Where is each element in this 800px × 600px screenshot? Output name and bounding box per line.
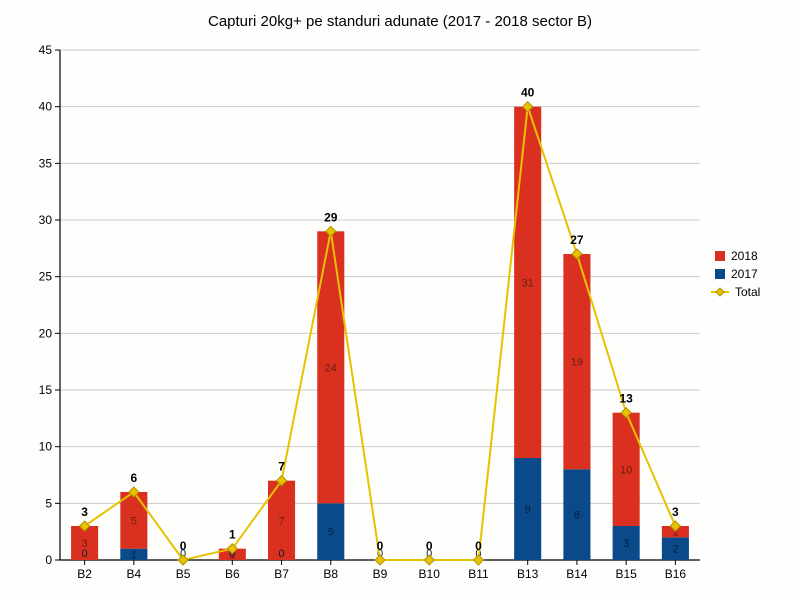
bar-2017-value: 3 [623,538,629,550]
y-tick-label: 20 [39,326,53,340]
total-label: 7 [278,460,285,474]
x-tick-label: B5 [176,567,191,581]
chart-svg: Capturi 20kg+ pe standuri adunate (2017 … [0,0,800,600]
x-tick-label: B8 [323,567,338,581]
x-tick-label: B6 [225,567,240,581]
bar-2018-value: 10 [620,464,632,476]
x-tick-label: B13 [517,567,539,581]
bar-2017-value: 8 [574,510,580,522]
legend-swatch [715,251,725,261]
x-tick-label: B11 [468,567,489,581]
y-tick-label: 45 [39,43,53,57]
total-label: 0 [377,539,384,553]
bar-2017-value: 1 [131,549,137,561]
x-tick-label: B14 [566,567,588,581]
x-tick-label: B9 [373,567,388,581]
bar-2017-value: 0 [278,548,284,560]
bar-2018-value: 3 [82,538,88,550]
bar-2018-value: 19 [571,357,583,369]
x-tick-label: B7 [274,567,289,581]
total-label: 1 [229,528,236,542]
y-tick-label: 15 [39,383,53,397]
x-tick-label: B15 [615,567,637,581]
y-tick-label: 10 [39,440,53,454]
y-tick-label: 25 [39,270,53,284]
total-label: 0 [426,539,433,553]
x-tick-label: B4 [127,567,142,581]
total-label: 0 [180,539,187,553]
x-tick-label: B10 [419,567,441,581]
total-label: 13 [619,392,633,406]
bar-2017-value: 9 [525,504,531,516]
x-tick-label: B16 [665,567,687,581]
y-tick-label: 5 [45,496,52,510]
legend-swatch [715,269,725,279]
bar-2017-value: 2 [672,544,678,556]
legend-label: 2017 [731,267,758,281]
total-label: 3 [672,505,679,519]
total-label: 0 [475,539,482,553]
chart-container: Capturi 20kg+ pe standuri adunate (2017 … [0,0,800,600]
total-label: 27 [570,233,584,247]
bar-2018-value: 31 [522,277,534,289]
x-tick-label: B2 [77,567,92,581]
y-tick-label: 0 [45,553,52,567]
y-tick-label: 40 [39,100,53,114]
total-label: 29 [324,210,338,224]
y-tick-label: 35 [39,156,53,170]
y-tick-label: 30 [39,213,53,227]
bar-2018-value: 24 [325,362,337,374]
total-label: 3 [81,505,88,519]
legend-label: Total [735,285,760,299]
total-label: 6 [131,471,138,485]
chart-title: Capturi 20kg+ pe standuri adunate (2017 … [208,13,592,30]
legend-label: 2018 [731,249,758,263]
bar-2017-value: 5 [328,527,334,539]
bar-2018-value: 5 [131,515,137,527]
total-label: 40 [521,86,535,100]
bar-2018-value: 7 [278,515,284,527]
